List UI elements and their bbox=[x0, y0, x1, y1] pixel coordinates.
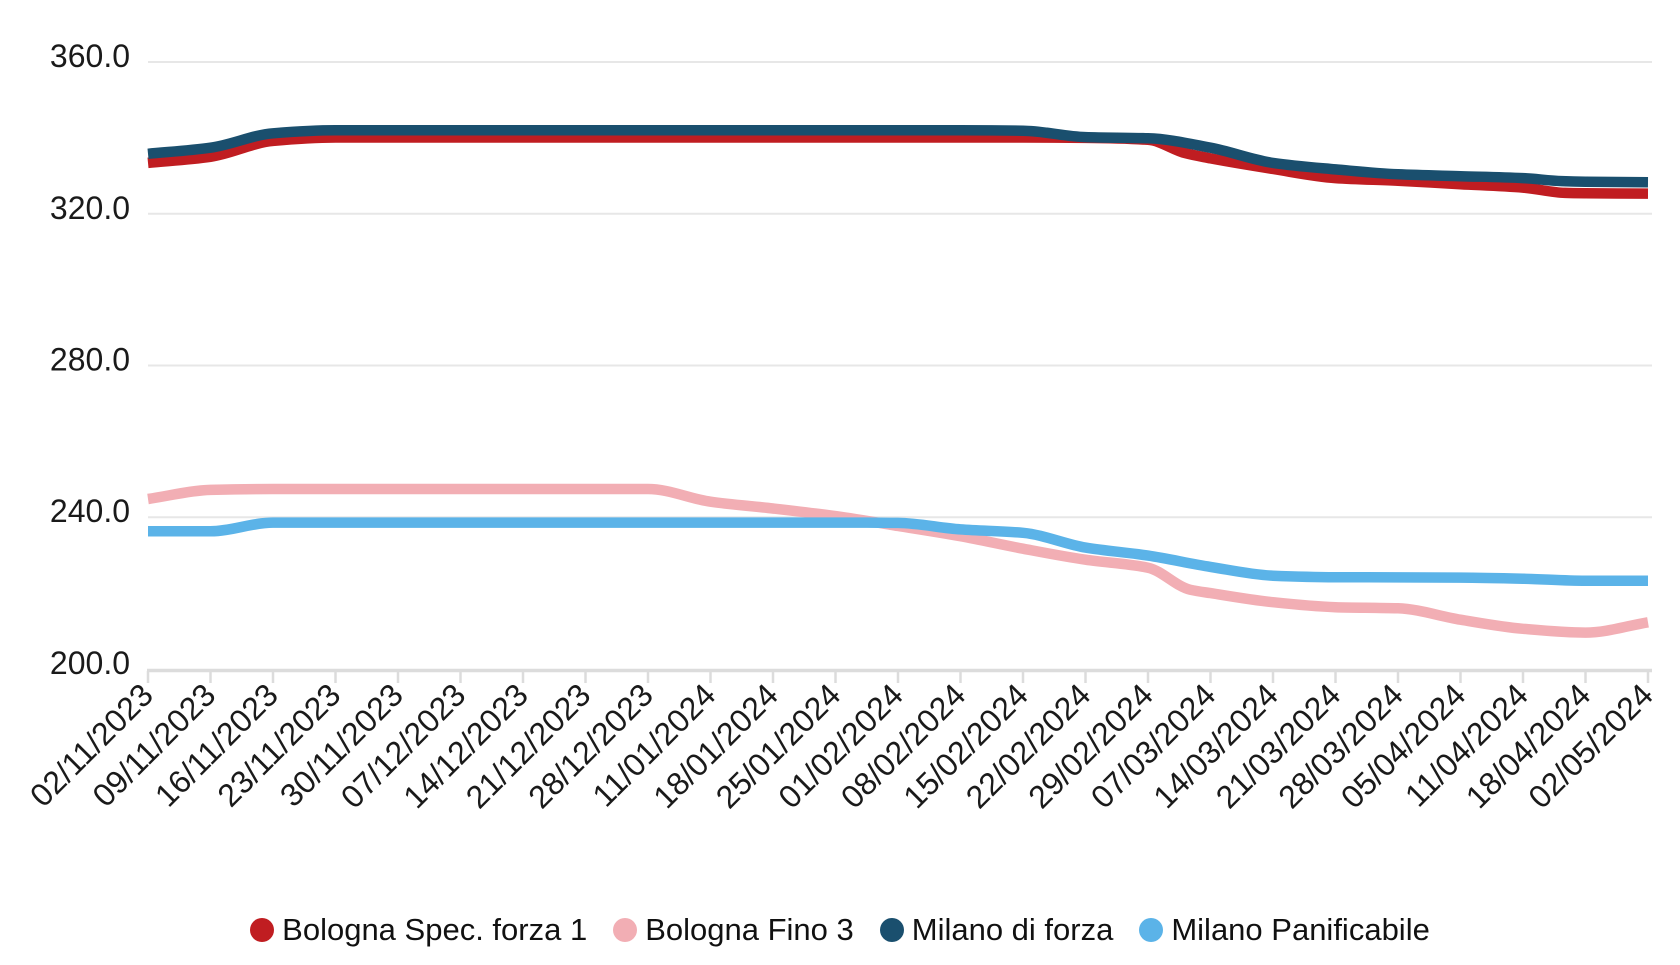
svg-text:320.0: 320.0 bbox=[50, 190, 130, 226]
svg-text:240.0: 240.0 bbox=[50, 493, 130, 529]
svg-text:280.0: 280.0 bbox=[50, 342, 130, 378]
svg-text:360.0: 360.0 bbox=[50, 38, 130, 74]
svg-text:200.0: 200.0 bbox=[50, 645, 130, 681]
